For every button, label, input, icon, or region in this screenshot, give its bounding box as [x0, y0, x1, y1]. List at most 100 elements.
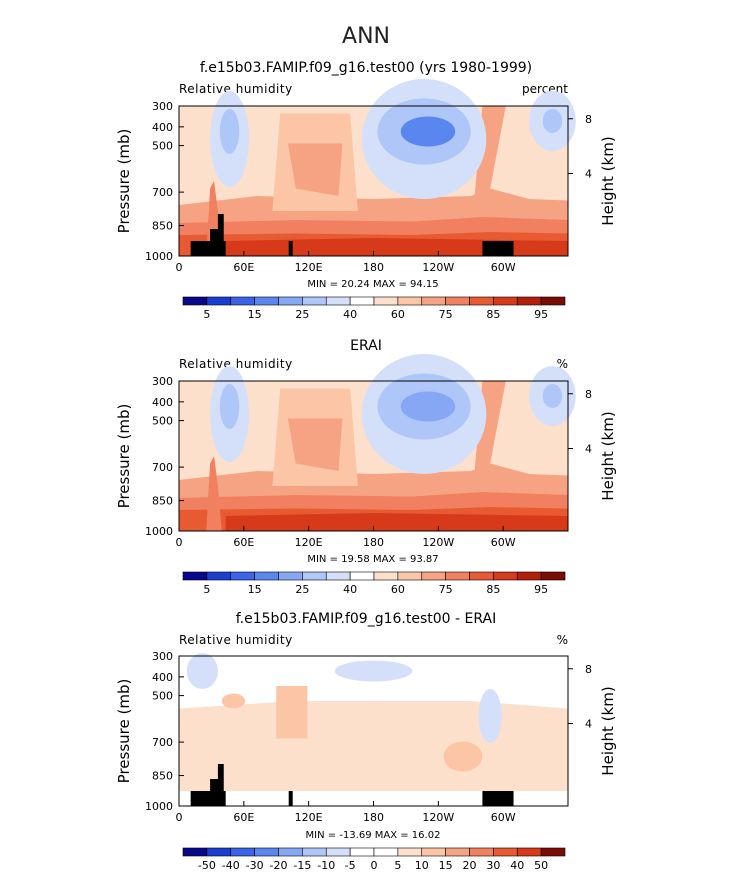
colorbar-swatch [469, 296, 494, 306]
panels: f.e15b03.FAMIP.f09_g16.test00 (yrs 1980-… [115, 60, 617, 872]
y-right-tick-label: 8 [585, 663, 592, 676]
y-tick-label: 700 [152, 186, 173, 199]
field-band [179, 701, 568, 791]
panel-title: ERAI [350, 338, 382, 354]
y-tick-label: 500 [152, 690, 173, 703]
panel-left-label: Relative humidity [179, 82, 293, 96]
x-tick-label: 0 [176, 261, 183, 274]
colorbar-swatch [540, 571, 566, 581]
panel-title: f.e15b03.FAMIP.f09_g16.test00 (yrs 1980-… [200, 60, 532, 76]
colorbar-swatch [493, 296, 518, 306]
field-column [287, 143, 343, 196]
x-tick-label: 120E [295, 811, 323, 824]
field-dry-region [542, 384, 563, 408]
colorbar-label: 40 [343, 583, 357, 596]
x-tick-label: 60E [233, 811, 254, 824]
colorbar-swatch [302, 571, 327, 581]
colorbar-swatch [182, 847, 208, 857]
panel-3: f.e15b03.FAMIP.f09_g16.test00 - ERAI Rela… [115, 611, 617, 872]
colorbar-label: 75 [439, 308, 453, 321]
x-tick-label: 180 [363, 811, 384, 824]
panel-min-max: MIN = 19.58 MAX = 93.87 [307, 554, 438, 565]
colorbar-swatch [397, 847, 423, 857]
colorbar-swatch [254, 296, 279, 306]
y-tick-label: 500 [152, 140, 173, 153]
y-axis-label-right: Height (km) [599, 411, 617, 500]
field-patch [478, 689, 502, 743]
x-tick-label: 180 [363, 261, 384, 274]
colorbar-swatch [206, 571, 232, 581]
colorbar-label: 15 [248, 583, 262, 596]
colorbar-swatch [302, 296, 327, 306]
colorbar-label: 95 [534, 308, 548, 321]
colorbar-label: -40 [222, 859, 240, 872]
colorbar-swatch [373, 571, 399, 581]
colorbar-swatch [206, 847, 232, 857]
colorbar: -50 -40 -30 -20 -15 -10 -5 0 5 10 15 20 30 40 50 [182, 847, 566, 872]
colorbar: 5 15 25 40 60 75 85 95 [182, 296, 566, 321]
y-axis-label: Pressure (mb) [115, 404, 133, 509]
colorbar-swatch [230, 571, 255, 581]
colorbar-label: 10 [415, 859, 429, 872]
panel-title: f.e15b03.FAMIP.f09_g16.test00 - ERAI [236, 611, 496, 627]
colorbar-label: 25 [295, 583, 309, 596]
colorbar-swatch [349, 296, 375, 306]
colorbar-label: 85 [486, 308, 500, 321]
colorbar-swatch [278, 296, 303, 306]
x-tick-label: 0 [176, 811, 183, 824]
y-right-tick-label: 8 [585, 113, 592, 126]
y-tick-label: 400 [152, 671, 173, 684]
colorbar-swatch [397, 571, 423, 581]
colorbar-swatch [230, 296, 255, 306]
y-tick-label: 850 [152, 770, 173, 783]
y-tick-label: 850 [152, 220, 173, 233]
figure-title: ANN [342, 24, 390, 49]
x-tick-label: 60E [233, 261, 254, 274]
colorbar-swatch [278, 571, 303, 581]
colorbar-label: -15 [293, 859, 311, 872]
field-band [225, 513, 568, 531]
y-tick-label: 1000 [145, 250, 173, 263]
y-tick-label: 300 [152, 100, 173, 113]
colorbar-swatch [325, 847, 351, 857]
x-tick-label: 120W [422, 536, 454, 549]
y-axis-label: Pressure (mb) [115, 679, 133, 784]
colorbar-label: 75 [439, 583, 453, 596]
colorbar-swatch [516, 296, 542, 306]
field-patch [221, 693, 246, 709]
topography-andes [482, 791, 514, 806]
colorbar-swatch [469, 571, 494, 581]
colorbar-swatch [206, 296, 232, 306]
colorbar-swatch [445, 847, 470, 857]
colorbar-swatch [445, 571, 470, 581]
y-tick-label: 1000 [145, 800, 173, 813]
colorbar-swatch [325, 571, 351, 581]
x-tick-label: 60W [491, 536, 516, 549]
field-dry-region [400, 116, 456, 147]
colorbar-swatch [230, 847, 255, 857]
colorbar-label: 25 [295, 308, 309, 321]
colorbar-label: 50 [534, 859, 548, 872]
y-tick-label: 1000 [145, 525, 173, 538]
colorbar-swatch [349, 571, 375, 581]
colorbar-swatch [182, 296, 208, 306]
colorbar-label: 85 [486, 583, 500, 596]
field-dry-region [219, 109, 240, 154]
y-axis-label: Pressure (mb) [115, 129, 133, 234]
field-patch [186, 653, 218, 689]
panel-left-label: Relative humidity [179, 357, 293, 371]
colorbar-label: 30 [486, 859, 500, 872]
colorbar-swatch [302, 847, 327, 857]
field-patch [334, 660, 413, 682]
x-tick-label: 60E [233, 536, 254, 549]
colorbar-swatch [469, 847, 494, 857]
colorbar-label: -30 [246, 859, 264, 872]
panel-left-label: Relative humidity [179, 633, 293, 647]
y-right-tick-label: 4 [585, 443, 592, 456]
panel-min-max: MIN = -13.69 MAX = 16.02 [306, 830, 441, 841]
colorbar-label: 15 [439, 859, 453, 872]
x-tick-label: 180 [363, 536, 384, 549]
colorbar-swatch [254, 571, 279, 581]
x-tick-label: 120W [422, 261, 454, 274]
